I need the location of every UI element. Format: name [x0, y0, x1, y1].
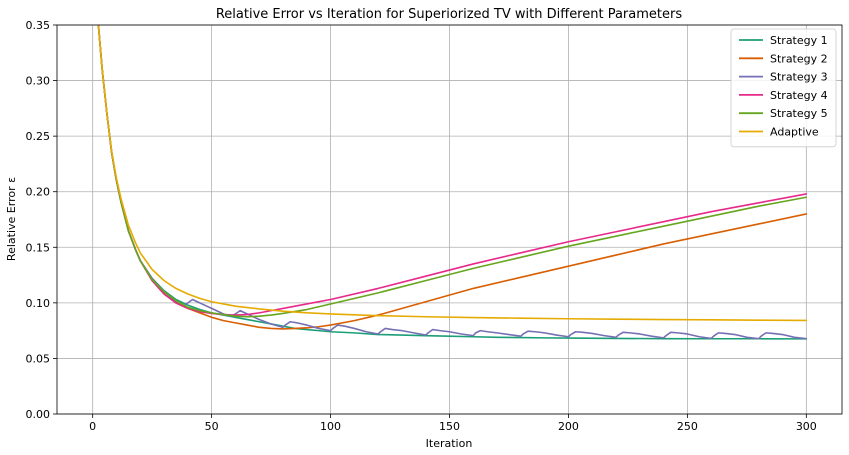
legend-label: Strategy 5 — [770, 107, 828, 120]
grid-layer — [57, 24, 842, 415]
series-line-4 — [97, 25, 808, 316]
x-tick-label: 250 — [677, 420, 698, 433]
y-tick-label: 0.35 — [26, 19, 51, 32]
x-tick-label: 50 — [205, 420, 219, 433]
series-line-3 — [97, 25, 808, 340]
y-tick-label: 0.10 — [26, 297, 51, 310]
legend-label: Strategy 3 — [770, 71, 828, 84]
tick-layer: 0 50 100 150 200 250 300 0.00 0.05 0.10 0.15 0.20 0.… — [26, 19, 817, 433]
y-tick-label: 0.30 — [26, 75, 51, 88]
x-tick-label: 0 — [89, 420, 96, 433]
series-line-5 — [97, 25, 808, 318]
legend-label: Strategy 1 — [770, 34, 828, 47]
x-axis-label: Iteration — [426, 437, 473, 450]
x-tick-label: 200 — [558, 420, 579, 433]
y-axis-label: Relative Error ε — [5, 177, 18, 261]
legend-label: Strategy 2 — [770, 52, 828, 65]
series-layer — [97, 25, 808, 340]
y-tick-label: 0.00 — [26, 408, 51, 421]
series-line-1 — [97, 25, 808, 340]
x-tick-label: 150 — [439, 420, 460, 433]
y-tick-label: 0.25 — [26, 130, 51, 143]
series-line-6 — [97, 25, 808, 322]
legend: Strategy 1 Strategy 2 Strategy 3 Strategy 4… — [730, 28, 837, 148]
y-tick-label: 0.20 — [26, 186, 51, 199]
legend-label: Strategy 4 — [770, 89, 828, 102]
y-tick-label: 0.05 — [26, 352, 51, 365]
chart-title: Relative Error vs Iteration for Superior… — [216, 7, 682, 22]
series-line-2 — [97, 25, 808, 330]
legend-label: Adaptive — [770, 126, 819, 139]
y-tick-label: 0.15 — [26, 241, 51, 254]
x-tick-label: 100 — [320, 420, 341, 433]
x-tick-label: 300 — [796, 420, 817, 433]
